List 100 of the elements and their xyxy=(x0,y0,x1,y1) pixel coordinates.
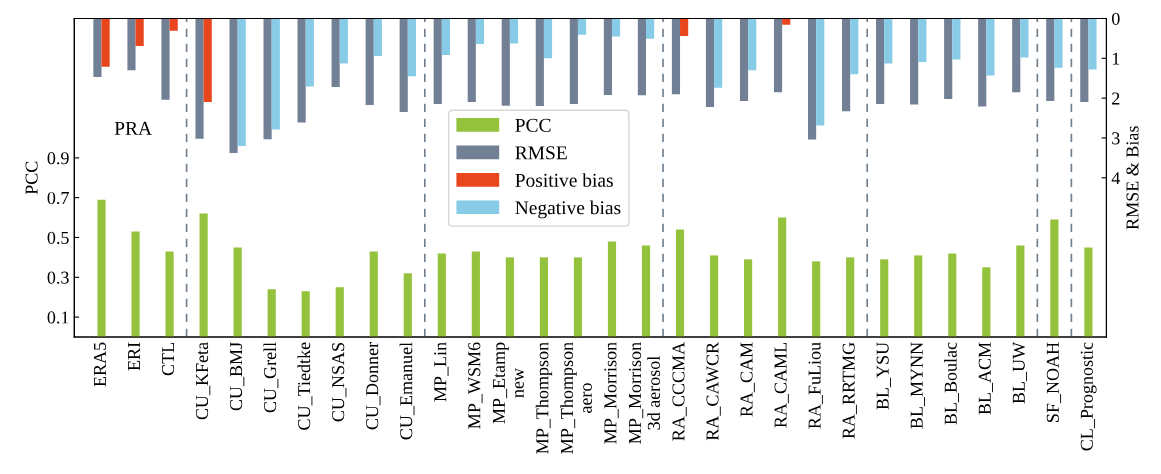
x-tick-label: CU_NSAS xyxy=(332,342,347,422)
bar xyxy=(271,18,280,130)
bar xyxy=(101,18,110,67)
bar xyxy=(842,18,851,112)
bar xyxy=(237,18,246,146)
x-tick-label: ERA5 xyxy=(93,342,107,387)
bar xyxy=(748,18,757,71)
bar xyxy=(229,18,238,154)
bar xyxy=(335,287,344,338)
bar xyxy=(169,18,178,31)
x-tick-label: CL_Prognostic xyxy=(1080,342,1097,451)
bar xyxy=(1084,247,1093,338)
bar xyxy=(914,255,923,338)
bar xyxy=(773,18,783,93)
x-tick-label: MP_Thompson aero xyxy=(560,342,592,454)
x-tick-label: BL_Boulac xyxy=(944,342,959,425)
x-tick-label: CU_Emanuel xyxy=(399,342,415,440)
x-tick-label: CU_Tiedtke xyxy=(297,342,313,430)
bar xyxy=(611,18,621,37)
bar xyxy=(195,18,204,139)
bar xyxy=(233,247,242,338)
bar xyxy=(646,18,655,39)
bar xyxy=(607,241,617,338)
bar xyxy=(263,18,272,140)
x-tick-label: MP_Morrison xyxy=(604,342,619,444)
bar xyxy=(509,18,519,44)
x-tick-label: CU_Donner xyxy=(366,342,381,430)
bar xyxy=(714,18,723,88)
bar xyxy=(637,18,647,96)
y2-tick-label: 4 xyxy=(1111,172,1121,185)
bar xyxy=(543,18,553,59)
bar xyxy=(876,18,885,105)
bar xyxy=(807,18,817,140)
bar xyxy=(441,18,450,56)
bar xyxy=(331,18,340,87)
x-tick-label: BL_MYNN xyxy=(910,342,925,429)
bar xyxy=(1016,245,1025,338)
bar xyxy=(135,18,144,46)
y-tick-label: 0.3 xyxy=(47,271,69,284)
x-tick-label: MP_Etamp new xyxy=(492,342,524,424)
bar xyxy=(573,257,583,338)
x-tick-label: CTL xyxy=(161,342,175,376)
bar xyxy=(165,251,174,338)
bar xyxy=(641,245,651,338)
bar xyxy=(671,18,681,95)
x-tick-label: MP_Lin xyxy=(434,342,449,402)
y2-tick-label: 3 xyxy=(1112,132,1120,145)
legend-label: Negative bias xyxy=(515,200,621,219)
bar xyxy=(1088,18,1097,70)
bar xyxy=(1012,18,1021,93)
bar xyxy=(369,251,378,338)
y-tick-label: 0.7 xyxy=(47,191,69,205)
bar xyxy=(569,18,578,105)
y-tick-label: 0.1 xyxy=(47,311,69,324)
bar xyxy=(675,229,685,338)
bar xyxy=(407,18,416,77)
bar xyxy=(1046,18,1055,101)
bar xyxy=(680,18,689,37)
legend-label: PCC xyxy=(515,118,551,132)
bar xyxy=(709,255,719,338)
y2-tick-label: 1 xyxy=(1112,52,1120,65)
bar xyxy=(850,18,859,75)
x-tick-label: RA_CAML xyxy=(774,342,789,428)
bar xyxy=(433,18,442,105)
x-tick-label: CU_BMJ xyxy=(230,342,245,411)
bar xyxy=(944,18,953,99)
bar xyxy=(739,18,749,101)
x-tick-label: BL_YSU xyxy=(876,342,891,410)
bar xyxy=(846,257,855,338)
bar xyxy=(267,289,276,338)
bar xyxy=(467,18,476,103)
bar xyxy=(812,261,821,338)
bar xyxy=(475,18,485,44)
bar xyxy=(539,257,548,338)
bar xyxy=(505,257,514,338)
bar xyxy=(884,18,893,64)
bar xyxy=(203,18,212,103)
x-tick-label: RA_RRTMG xyxy=(842,342,857,439)
bar xyxy=(501,18,510,106)
x-tick-label: ERI xyxy=(128,342,140,371)
bar xyxy=(301,291,310,338)
x-tick-label: RA_CAM xyxy=(740,342,755,417)
x-tick-label: CU_KFeta xyxy=(196,342,211,420)
bar xyxy=(535,18,544,107)
y2-tick-label: 0 xyxy=(1111,12,1120,25)
bar xyxy=(403,273,412,338)
bar xyxy=(161,18,170,100)
legend-label: RMSE xyxy=(515,146,567,160)
bar xyxy=(705,18,715,107)
y-tick-label: 0.9 xyxy=(47,152,69,165)
x-tick-label: BL_UW xyxy=(1012,341,1028,404)
bar xyxy=(127,18,136,71)
bar xyxy=(782,18,791,25)
y-axis-title: PCC xyxy=(25,161,38,195)
bar xyxy=(1054,18,1063,68)
bar xyxy=(978,18,987,107)
bar xyxy=(339,18,348,64)
bar xyxy=(297,18,306,123)
bar xyxy=(305,18,314,87)
bar xyxy=(816,18,825,126)
